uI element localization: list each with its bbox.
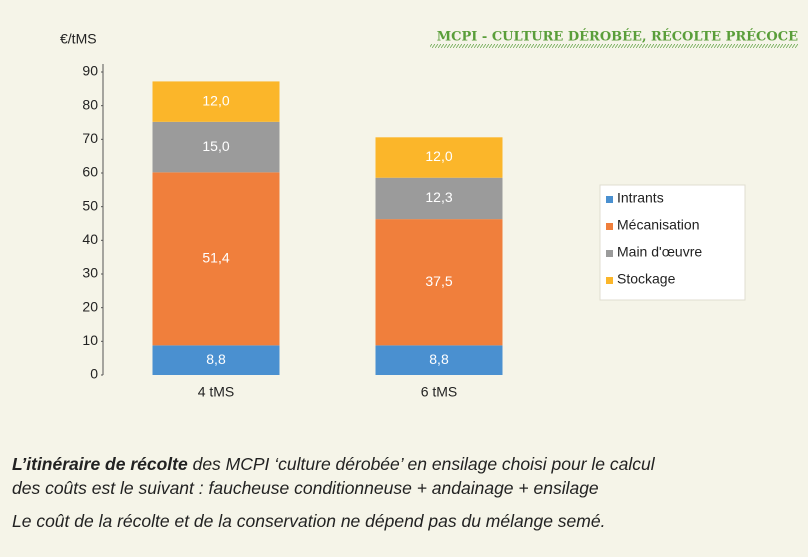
y-tick-label: 80	[82, 96, 98, 112]
caption-line: des coûts est le suivant : faucheuse con…	[12, 478, 599, 498]
legend-label: Mécanisation	[617, 217, 700, 233]
legend-swatch	[606, 277, 613, 284]
y-tick-label: 70	[82, 130, 98, 146]
data-label: 15,0	[202, 138, 229, 154]
y-tick-label: 60	[82, 164, 98, 180]
y-tick-label: 30	[82, 265, 98, 281]
legend-swatch	[606, 223, 613, 230]
bar-segment	[152, 172, 280, 346]
caption-line: L’itinéraire de récolte des MCPI ‘cultur…	[12, 454, 655, 475]
y-axis-label: €/tMS	[60, 31, 97, 47]
bar-segment	[152, 81, 280, 122]
caption-text: des MCPI ‘culture dérobée’ en ensilage c…	[187, 454, 655, 474]
data-label: 12,3	[425, 189, 452, 205]
y-tick-label: 50	[82, 197, 98, 213]
legend-swatch	[606, 196, 613, 203]
chart: MCPI - CULTURE DÉROBÉE, RÉCOLTE PRÉCOCE …	[60, 29, 798, 400]
data-label: 37,5	[425, 273, 452, 289]
y-tick-label: 0	[90, 366, 98, 382]
data-label: 51,4	[202, 250, 229, 266]
bar-segment	[375, 137, 503, 178]
legend-swatch	[606, 250, 613, 257]
bar-segment	[375, 219, 503, 346]
note: Le coût de la récolte et de la conservat…	[12, 511, 606, 531]
data-label: 12,0	[202, 92, 229, 108]
title-underline	[430, 44, 798, 48]
y-tick-label: 20	[82, 298, 98, 314]
chart-title: MCPI - CULTURE DÉROBÉE, RÉCOLTE PRÉCOCE	[437, 29, 798, 45]
legend-label: Intrants	[617, 190, 664, 206]
bar-segment	[152, 121, 280, 173]
x-tick-label: 6 tMS	[421, 384, 458, 400]
data-label: 8,8	[429, 351, 449, 367]
y-tick-label: 10	[82, 332, 98, 348]
caption-lead: L’itinéraire de récolte	[12, 454, 188, 474]
bar-segment	[375, 177, 503, 220]
legend-label: Stockage	[617, 271, 676, 287]
y-tick-label: 40	[82, 231, 98, 247]
y-tick-label: 90	[82, 63, 98, 79]
legend-label: Main d'œuvre	[617, 244, 702, 260]
bar-segment	[152, 345, 280, 375]
data-label: 12,0	[425, 148, 452, 164]
legend-box	[599, 184, 746, 301]
bar-segment	[375, 345, 503, 375]
data-label: 8,8	[206, 351, 226, 367]
x-tick-label: 4 tMS	[198, 384, 235, 400]
